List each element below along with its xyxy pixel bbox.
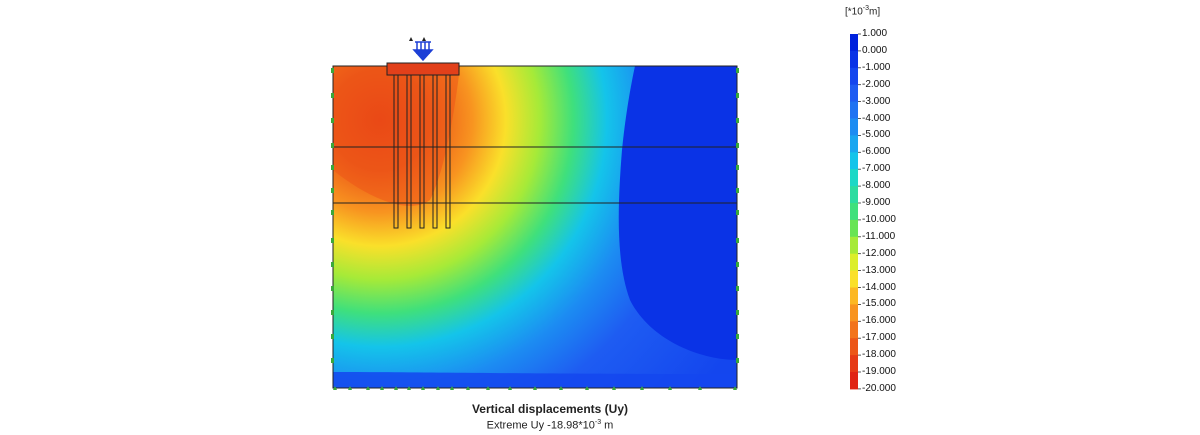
legend-swatch (850, 118, 858, 136)
legend-swatch (850, 253, 858, 272)
legend-label: -9.000 (862, 197, 891, 208)
legend-swatch (850, 67, 858, 86)
legend-swatch (850, 287, 858, 305)
fixity-triangle-icon (333, 386, 737, 390)
legend-swatch (850, 34, 858, 52)
legend-label: -1.000 (862, 61, 891, 73)
distributed-load-arrows-icon (412, 41, 434, 62)
legend-swatch (850, 152, 858, 170)
legend-colorbar (850, 33, 861, 390)
side-fixity-markers (331, 68, 739, 363)
legend-label: -12.000 (862, 247, 896, 259)
legend-label: -11.000 (862, 230, 896, 242)
legend-swatch (850, 219, 858, 238)
legend-label: -10.000 (862, 213, 896, 225)
legend-label: -14.000 (862, 281, 896, 293)
legend-label: -18.000 (862, 349, 896, 361)
extreme-value: Extreme Uy -18.98*10-3 m (486, 419, 614, 432)
legend-label: -3.000 (862, 95, 891, 107)
pile-3 (419, 74, 425, 229)
legend-unit: [*10-3m] (845, 5, 881, 18)
legend-label: -6.000 (862, 146, 891, 158)
legend-label: -16.000 (862, 315, 896, 327)
legend-label: -2.000 (862, 78, 891, 90)
legend-label: -5.000 (862, 129, 891, 141)
legend-swatch (850, 270, 858, 288)
legend-swatch (850, 135, 858, 153)
legend-label: -15.000 (862, 298, 896, 310)
legend-swatch (850, 372, 858, 390)
legend-label: -7.000 (862, 163, 891, 175)
pile-cap (386, 62, 460, 76)
legend-swatch (850, 338, 858, 356)
legend-swatch (850, 355, 858, 373)
legend-swatch (850, 321, 858, 339)
legend-label: -19.000 (862, 366, 896, 377)
legend-swatch (850, 304, 858, 322)
pile-5 (445, 74, 451, 229)
legend-swatch (850, 84, 858, 103)
legend-label: 1.000 (862, 28, 888, 39)
legend-label: -8.000 (862, 180, 891, 192)
pile-4 (432, 74, 438, 229)
legend-swatch (850, 203, 858, 221)
hot-zone (333, 66, 460, 206)
pile-2 (406, 74, 412, 229)
legend-label: -20.000 (862, 382, 896, 394)
legend-label: -17.000 (862, 332, 896, 344)
legend-label: -13.000 (862, 264, 896, 276)
far-field-zone (618, 66, 737, 360)
legend-swatch (850, 101, 858, 119)
plot-title: Vertical displacements (Uy) (471, 402, 629, 416)
pile-1 (393, 74, 399, 229)
legend-label: 0.000 (862, 44, 888, 56)
legend-swatch (850, 236, 858, 255)
pile-group (393, 74, 451, 229)
legend-label: -4.000 (862, 112, 891, 124)
legend-swatch (850, 169, 858, 187)
legend-swatch (850, 50, 858, 69)
legend-swatch (850, 186, 858, 204)
